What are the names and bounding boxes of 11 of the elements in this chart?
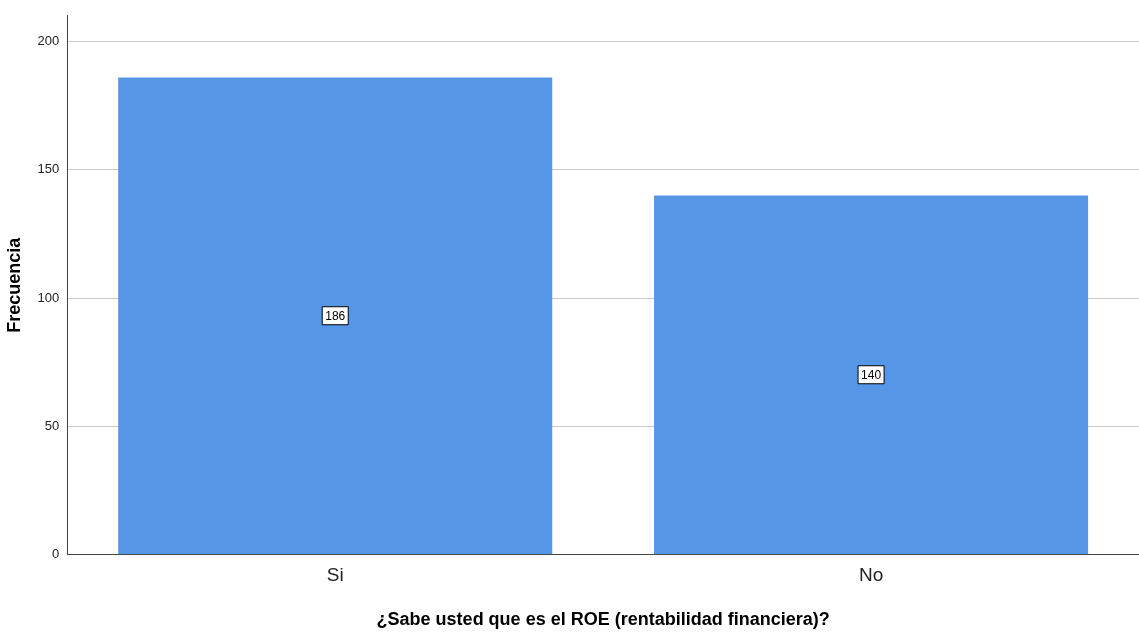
data-label: 186 [325, 309, 346, 324]
y-tick-label: 0 [52, 546, 60, 562]
x-tick-label: Si [326, 564, 344, 586]
data-label: 140 [861, 368, 882, 383]
x-axis-title: ¿Sabe usted que es el ROE (rentabilidad financiera)? [376, 609, 830, 630]
y-tick-label: 50 [44, 417, 60, 433]
y-axis-title: Frecuencia [3, 236, 24, 333]
y-tick-label: 150 [37, 161, 60, 177]
y-tick-label: 200 [37, 33, 60, 49]
y-tick-label: 100 [37, 289, 60, 305]
x-tick-label: No [858, 564, 884, 586]
